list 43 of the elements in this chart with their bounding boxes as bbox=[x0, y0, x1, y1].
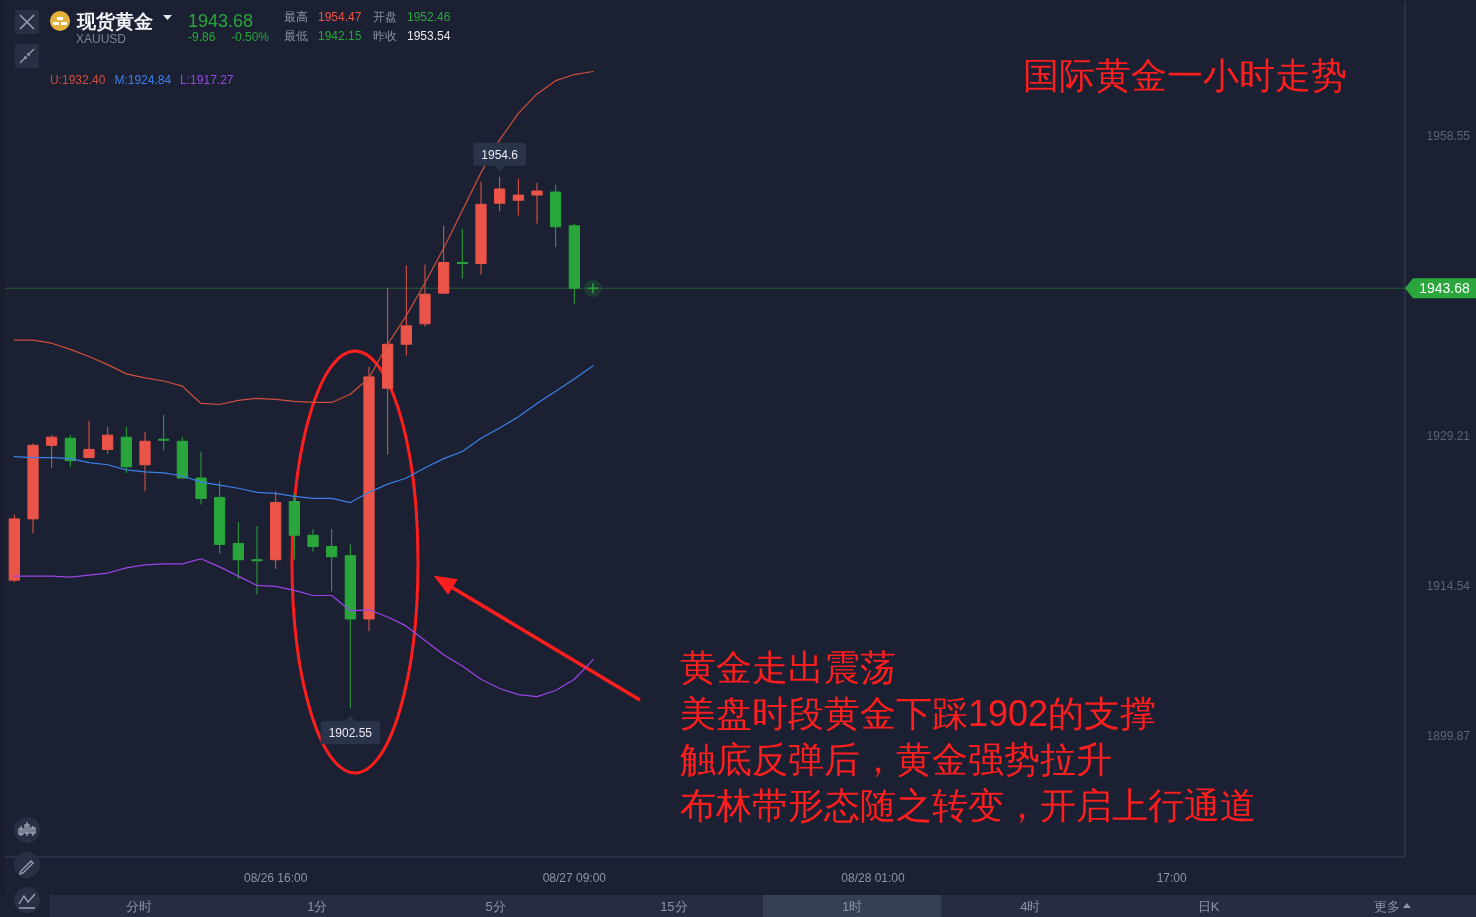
annotation: 昨收 bbox=[373, 29, 397, 43]
y-tick: 1929.21 bbox=[1426, 429, 1470, 444]
annotation: 1902.55 bbox=[320, 715, 381, 745]
annotation: 黄金走出震荡 bbox=[680, 647, 896, 688]
annotation: 日K bbox=[1197, 899, 1220, 914]
annotation: 5分 bbox=[485, 899, 506, 914]
y-tick: 1958.55 bbox=[1426, 129, 1470, 144]
ref-label: 1943.68 bbox=[1405, 278, 1476, 299]
annotation: 1954.6 bbox=[473, 142, 526, 172]
annotation: XAUUSD bbox=[76, 32, 126, 46]
annotation: 15分 bbox=[660, 899, 688, 914]
legend: L:1917.27 bbox=[180, 73, 234, 87]
annotation: 1954.47 bbox=[318, 10, 362, 24]
annotation: 1952.46 bbox=[407, 10, 451, 24]
annotation: 1时 bbox=[842, 899, 863, 914]
annotation: 最低 bbox=[284, 29, 308, 43]
subtitle: 现货黄金 bbox=[77, 11, 153, 32]
x-tick: 17:00 bbox=[1156, 871, 1187, 885]
annotation: 开盘 bbox=[373, 10, 397, 24]
x-tick: 08/26 16:00 bbox=[243, 871, 308, 885]
annotation: 触底反弹后，黄金强势拉升 bbox=[680, 739, 1112, 780]
annotation: 更多 bbox=[1373, 899, 1400, 914]
annotation: 分时 bbox=[126, 899, 153, 914]
title: 国际黄金一小时走势 bbox=[1023, 55, 1347, 96]
x-tick: 08/28 01:00 bbox=[841, 871, 905, 885]
legend: U:1932.40 bbox=[50, 73, 106, 87]
annotation: 布林带形态随之转变，开启上行通道 bbox=[680, 785, 1256, 826]
annotation: -0.50% bbox=[231, 30, 270, 44]
annotation: -9.86 bbox=[188, 30, 216, 44]
annotation: 最高 bbox=[284, 10, 308, 24]
annotation: 1943.68 bbox=[188, 11, 254, 31]
legend: M:1924.84 bbox=[114, 73, 172, 87]
annotation: 1953.54 bbox=[407, 29, 451, 43]
y-tick: 1899.87 bbox=[1426, 728, 1470, 743]
annotation: 1954.6 bbox=[481, 147, 519, 162]
ref-line-label: 1943.68 bbox=[1419, 280, 1471, 297]
annotation: 美盘时段黄金下踩1902的支撑 bbox=[680, 693, 1157, 734]
x-tick: 08/27 09:00 bbox=[542, 871, 607, 885]
annotation: 4时 bbox=[1020, 899, 1041, 914]
annotation: 1942.15 bbox=[318, 29, 362, 43]
annotation: 1分 bbox=[307, 899, 328, 914]
annotation: 1902.55 bbox=[328, 726, 373, 741]
y-tick: 1914.54 bbox=[1426, 578, 1470, 593]
